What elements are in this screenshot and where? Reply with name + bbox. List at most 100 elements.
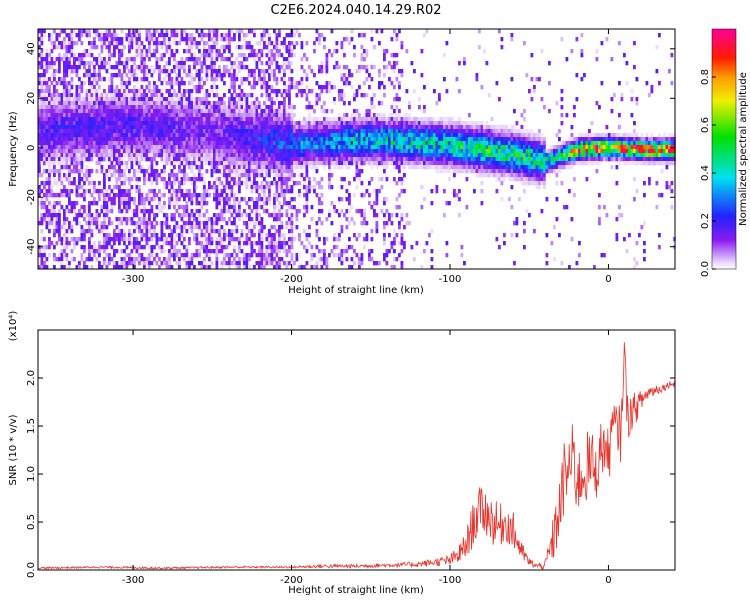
spectrogram-cell xyxy=(215,49,219,54)
spectrogram-cell xyxy=(170,77,174,82)
spectrogram-cell xyxy=(45,209,49,214)
spectrogram-cell xyxy=(170,181,174,186)
spectrogram-cell xyxy=(300,121,304,126)
spectrogram-cell xyxy=(90,113,94,118)
spectrogram-cell xyxy=(325,125,329,130)
spectrogram-cell xyxy=(365,93,369,98)
spectrogram-cell xyxy=(283,173,286,178)
spectrogram-cell xyxy=(135,65,139,70)
spectrogram-cell xyxy=(288,85,291,90)
spectrogram-cell xyxy=(125,121,129,126)
spectrogram-cell xyxy=(278,237,281,242)
spectrogram-cell xyxy=(248,149,251,154)
spectrogram-cell xyxy=(278,121,281,126)
spectrogram-cell xyxy=(155,169,159,174)
spectrogram-cell xyxy=(210,101,214,106)
spectrogram-cell xyxy=(155,129,159,134)
spectrogram-cell xyxy=(358,157,361,162)
spectrogram-cell xyxy=(68,37,71,42)
spectrogram-cell xyxy=(70,225,74,230)
spectrogram-cell xyxy=(150,245,154,250)
spectrogram-cell xyxy=(125,85,129,90)
spectrogram-cell xyxy=(230,37,234,42)
spectrogram-cell xyxy=(178,153,181,158)
spectrogram-cell xyxy=(148,193,151,198)
spectrogram-cell xyxy=(125,221,129,226)
spectrogram-cell xyxy=(193,61,196,66)
spectrogram-cell xyxy=(275,253,279,258)
spectrogram-cell xyxy=(165,133,169,138)
spectrogram-cell xyxy=(78,113,81,118)
spectrogram-cell xyxy=(88,229,91,234)
spectrogram-cell xyxy=(53,101,56,106)
spectrogram-cell xyxy=(240,137,244,142)
spectrogram-cell xyxy=(278,117,281,122)
spectrogram-cell xyxy=(215,165,219,170)
spectrogram-cell xyxy=(190,105,194,110)
spectrogram-cell xyxy=(45,61,49,66)
spectrogram-cell xyxy=(168,73,171,78)
spectrogram-cell xyxy=(220,53,224,58)
spectrogram-cell xyxy=(148,29,151,34)
spectrogram-cell xyxy=(283,177,286,182)
spectrogram-cell xyxy=(190,129,194,134)
spectrogram-cell xyxy=(48,185,51,190)
spectrogram-cell xyxy=(120,93,124,98)
spectrogram-cell xyxy=(235,29,239,34)
spectrogram-cell xyxy=(70,93,74,98)
spectrogram-cell xyxy=(153,133,156,138)
spectrogram-cell xyxy=(225,129,229,134)
spectrogram-cell xyxy=(60,237,64,242)
spectrogram-cell xyxy=(288,129,291,134)
spectrogram-cell xyxy=(265,149,269,154)
spectrogram-cell xyxy=(163,97,166,102)
spectrogram-cell xyxy=(183,101,186,106)
spectrogram-cell xyxy=(95,153,99,158)
spectrogram-cell xyxy=(353,153,356,158)
spectrogram-cell xyxy=(213,69,216,74)
spectrogram-cell xyxy=(165,109,169,114)
spectrogram-cell xyxy=(305,185,309,190)
spectrogram-cell xyxy=(220,181,224,186)
spectrogram-cell xyxy=(38,129,41,134)
spectrogram-cell xyxy=(255,181,259,186)
spectrogram-cell xyxy=(290,149,294,154)
spectrogram-cell xyxy=(253,109,256,114)
spectrogram-cell xyxy=(288,157,291,162)
spectrogram-cell xyxy=(188,237,191,242)
spectrogram-cell xyxy=(98,193,101,198)
spectrogram-cell xyxy=(315,141,319,146)
spectrogram-cell xyxy=(353,193,356,198)
spectrogram-cell xyxy=(103,249,106,254)
spectrogram-cell xyxy=(335,161,339,166)
spectrogram-cell xyxy=(213,157,216,162)
spectrogram-cell xyxy=(83,101,86,106)
spectrogram-cell xyxy=(100,61,104,66)
spectrogram-cell xyxy=(148,93,151,98)
spectrogram-cell xyxy=(258,145,261,150)
spectrogram-cell xyxy=(318,149,321,154)
spectrogram-cell xyxy=(345,137,349,142)
spectrogram-cell xyxy=(58,169,61,174)
spectrogram-cell xyxy=(113,237,116,242)
spectrogram-cell xyxy=(238,189,241,194)
spectrogram-cell xyxy=(183,29,186,34)
spectrogram-cell xyxy=(138,229,141,234)
spectrogram-cell xyxy=(68,129,71,134)
spectrogram-cell xyxy=(73,169,76,174)
spectrogram-cell xyxy=(175,193,179,198)
spectrogram-cell xyxy=(153,101,156,106)
spectrogram-cell xyxy=(230,169,234,174)
spectrogram-cell xyxy=(340,45,344,50)
spectrogram-cell xyxy=(60,157,64,162)
spectrogram-cell xyxy=(200,205,204,210)
spectrogram-cell xyxy=(75,117,79,122)
spectrogram-cell xyxy=(270,41,274,46)
spectrogram-cell xyxy=(63,233,66,238)
spectrogram-cell xyxy=(43,253,46,258)
spectrogram-cell xyxy=(295,157,299,162)
spectrogram-cell xyxy=(215,117,219,122)
spectrogram-cell xyxy=(90,105,94,110)
spectrogram-cell xyxy=(260,93,264,98)
spectrogram-cell xyxy=(325,89,329,94)
